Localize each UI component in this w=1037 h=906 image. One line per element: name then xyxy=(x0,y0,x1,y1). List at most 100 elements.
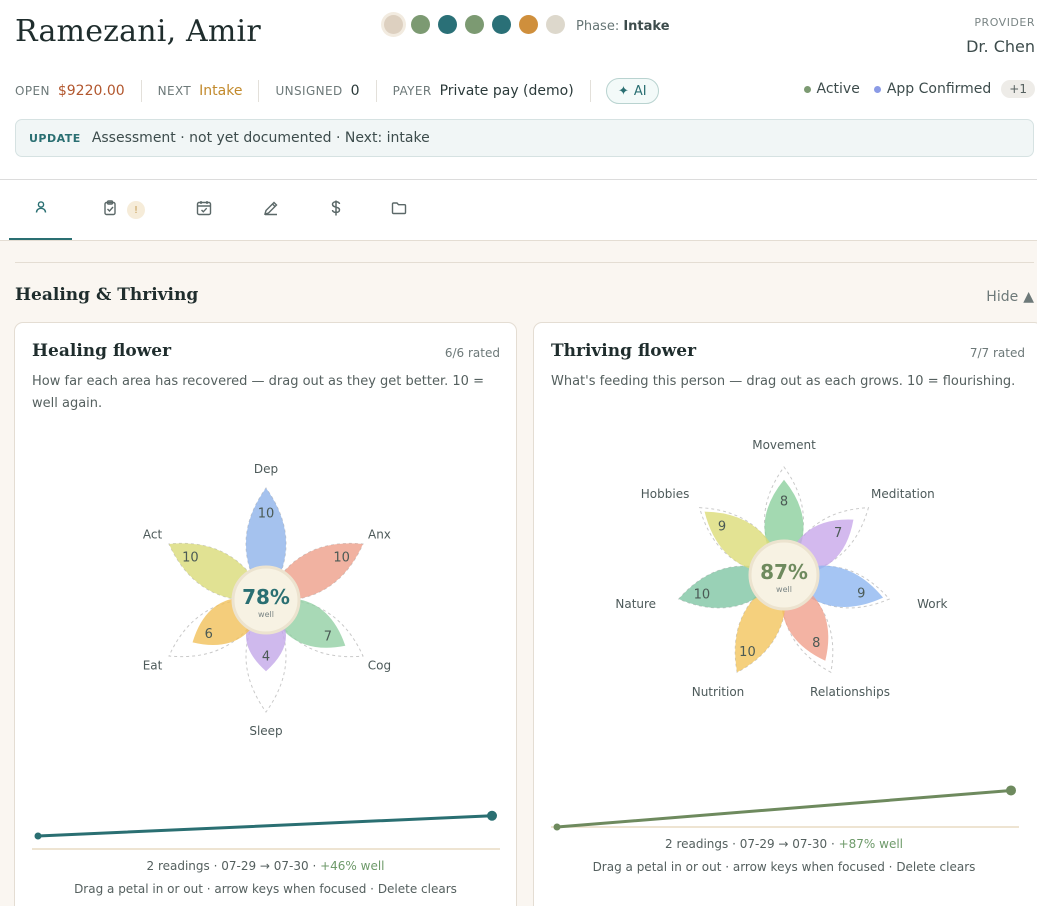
patient-header: Ramezani, Amir Phase: Intake PROVIDER Dr… xyxy=(0,0,1037,180)
phase-dot[interactable] xyxy=(519,15,538,34)
trend-point[interactable] xyxy=(1006,785,1016,796)
thriving-count: 7/7 rated xyxy=(969,346,1025,360)
flower-center xyxy=(231,565,301,635)
petal-label: Cog xyxy=(368,659,391,673)
thriving-flower-chart: 8 7 9 8 10 10 9 Movement Meditation Work Relations… xyxy=(551,438,1019,831)
stat-open-label: OPEN xyxy=(15,84,50,98)
petal-label: Nutrition xyxy=(692,685,745,699)
stat-unsigned-value[interactable]: 0 xyxy=(350,83,360,99)
healing-delta: +46% well xyxy=(320,859,385,873)
petal-value: 9 xyxy=(857,587,865,602)
pencil-icon xyxy=(262,199,280,221)
flower-center xyxy=(748,539,820,611)
phase-label: Phase: xyxy=(576,19,620,34)
tab-notes[interactable] xyxy=(247,180,295,240)
status-active-label: Active xyxy=(816,81,860,97)
header-divider xyxy=(0,179,1037,180)
petal-value: 8 xyxy=(812,636,820,651)
healing-count: 6/6 rated xyxy=(444,346,500,360)
status-app-label: App Confirmed xyxy=(886,81,992,97)
stat-payer-value[interactable]: Private pay (demo) xyxy=(439,83,574,99)
trend-point[interactable] xyxy=(34,832,42,840)
active-dot-icon xyxy=(803,85,811,93)
center-sub: well xyxy=(258,610,274,619)
petal-label: Meditation xyxy=(871,487,935,501)
stat-payer: PAYER Private pay (demo) xyxy=(393,80,591,102)
stat-payer-label: PAYER xyxy=(392,84,432,98)
healing-flower-chart: 10 10 7 4 6 10 Dep Anx Cog Sleep Eat Act 78%well xyxy=(32,462,500,850)
phase-dot[interactable] xyxy=(411,15,430,34)
phase-dot[interactable] xyxy=(465,15,484,34)
section-title: Healing & Thriving xyxy=(15,285,199,305)
tab-calendar[interactable] xyxy=(180,180,228,240)
petal-value: 8 xyxy=(780,495,788,510)
center-sub: well xyxy=(776,585,792,594)
tasks-alert-badge: ! xyxy=(127,201,145,219)
status-active: Active xyxy=(803,81,860,97)
phase-indicator: Phase: Intake xyxy=(576,19,670,34)
patient-name: Ramezani, Amir xyxy=(15,14,261,49)
update-text: Assessment · not yet documented · Next: … xyxy=(91,130,430,146)
trend-point[interactable] xyxy=(487,810,497,821)
hide-section-button[interactable]: Hide ▲ xyxy=(986,289,1034,305)
thriving-hint: Drag a petal in or out · arrow keys when… xyxy=(592,860,976,874)
healing-title: Healing flower xyxy=(32,341,172,361)
thriving-delta: +87% well xyxy=(838,837,903,851)
center-percent: 78% xyxy=(242,585,290,609)
provider-name[interactable]: Dr. Chen xyxy=(966,37,1035,56)
petal-value: 7 xyxy=(834,526,842,541)
trend-point[interactable] xyxy=(553,823,561,831)
phase-dot[interactable] xyxy=(384,15,403,34)
tab-files[interactable] xyxy=(375,180,423,240)
phase-value: Intake xyxy=(623,19,670,34)
phase-dot[interactable] xyxy=(492,15,511,34)
petal-label: Eat xyxy=(143,659,163,673)
stat-unsigned-label: UNSIGNED xyxy=(275,84,343,98)
petal-value: 7 xyxy=(324,630,332,645)
petal-label: Hobbies xyxy=(641,487,690,501)
content-divider xyxy=(15,262,1034,263)
phase-dot[interactable] xyxy=(438,15,457,34)
petal-label: Nature xyxy=(615,597,656,611)
person-icon xyxy=(32,198,50,220)
petal-value: 9 xyxy=(718,520,726,535)
petal-value: 4 xyxy=(262,650,270,665)
petal-label: Dep xyxy=(254,462,278,476)
petal-value: 10 xyxy=(694,588,711,603)
tab-tasks[interactable]: ! xyxy=(90,180,156,240)
folder-icon xyxy=(390,199,408,221)
petal-value: 6 xyxy=(205,627,213,642)
dollar-icon xyxy=(327,199,345,221)
stat-row: OPEN $9220.00 NEXT Intake UNSIGNED 0 PAY… xyxy=(15,80,607,102)
hide-label: Hide xyxy=(986,289,1019,305)
stat-next-value[interactable]: Intake xyxy=(199,83,243,99)
healing-description: How far each area has recovered — drag o… xyxy=(32,374,484,411)
petal-value: 10 xyxy=(739,645,756,660)
stat-next: NEXT Intake xyxy=(158,80,260,102)
main-content: Healing & Thriving Hide ▲ 10 10 7 4 6 10 Dep An… xyxy=(0,241,1037,906)
status-row: Active App Confirmed +1 xyxy=(803,80,1035,98)
thriving-description: What's feeding this person — drag out as… xyxy=(551,374,1016,389)
thriving-summary: 2 readings · 07-29 → 07-30 · +87% well xyxy=(534,837,1034,851)
petal-value: 10 xyxy=(182,550,199,565)
clipboard-check-icon xyxy=(101,199,119,221)
petal-value: 10 xyxy=(333,550,350,565)
trend-line xyxy=(36,814,494,838)
stat-open-value[interactable]: $9220.00 xyxy=(57,83,125,99)
sparkle-icon: ✦ xyxy=(618,83,629,99)
petal-label: Relationships xyxy=(810,685,890,699)
ai-button-label: AI xyxy=(633,83,647,99)
tab-billing[interactable] xyxy=(312,180,360,240)
phase-dot[interactable] xyxy=(546,15,565,34)
tab-overview[interactable] xyxy=(9,180,72,240)
phase-progress xyxy=(384,15,565,34)
petal-label: Work xyxy=(917,597,947,611)
healing-flower-card: 10 10 7 4 6 10 Dep Anx Cog Sleep Eat Act 78% well Hea… xyxy=(14,322,517,906)
app-dot-icon xyxy=(873,85,881,93)
healing-summary-text: 2 readings · 07-29 → 07-30 · xyxy=(146,859,321,873)
update-tag: UPDATE xyxy=(29,131,81,145)
status-app-confirmed: App Confirmed xyxy=(873,81,992,97)
petal-label: Sleep xyxy=(249,724,282,738)
ai-button[interactable]: ✦ AI xyxy=(606,78,659,104)
more-status-badge[interactable]: +1 xyxy=(1001,80,1035,98)
